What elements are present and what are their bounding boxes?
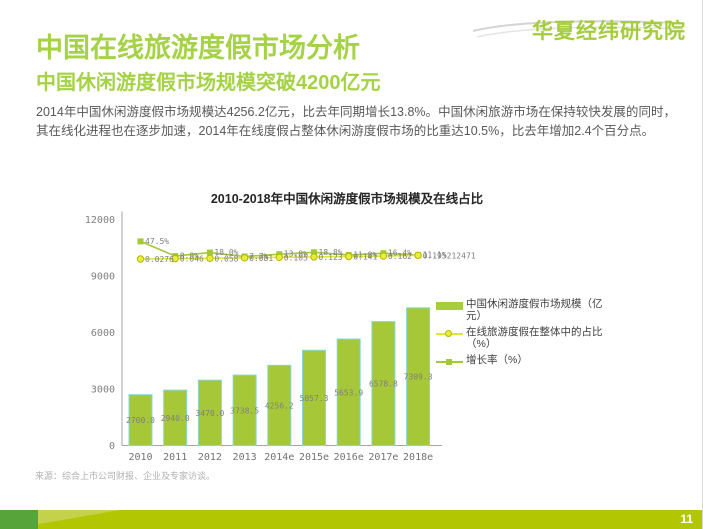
y-tick-label: 6000	[91, 328, 115, 339]
growth-value-label: 16.4%	[388, 249, 412, 258]
share-marker	[345, 252, 353, 261]
bar-value-label: 5057.3	[300, 394, 329, 403]
page-subtitle: 中国休闲游度假市场规模突破4200亿元	[36, 72, 381, 94]
x-category-label: 2012	[198, 452, 222, 463]
bar-value-label: 3470.0	[195, 409, 224, 418]
bar	[163, 389, 188, 447]
share-marker	[136, 255, 145, 263]
share-value-label: 0.105	[284, 253, 308, 262]
bar	[336, 338, 361, 446]
growth-value-label: 8.9%	[180, 252, 199, 261]
footer-bar: 11	[0, 510, 702, 529]
bar-value-label: 7309.3	[404, 373, 433, 382]
share-marker	[240, 254, 249, 262]
share-marker	[206, 254, 214, 263]
source-note: 来源：综合上市公司财报、企业及专家访谈。	[35, 471, 216, 481]
chart-title: 2010-2018年中国休闲游度假市场规模及在线占比	[210, 192, 484, 206]
share-value-label: 0.141	[353, 253, 377, 262]
bar	[232, 374, 257, 446]
bar-value-label: 3738.5	[230, 406, 259, 415]
bar-value-label: 6578.8	[369, 380, 398, 389]
legend-item-online-share: 在线旅游度假在整体中的占比（%）	[436, 326, 686, 350]
logo-text: 华夏经纬研究院	[532, 20, 686, 43]
bar-value-label: 5653.9	[334, 388, 363, 397]
company-logo: 华夏经纬研究院	[471, 13, 686, 49]
bar	[197, 379, 222, 446]
y-tick-label: 3000	[91, 385, 115, 396]
x-category-label: 2015e	[299, 452, 329, 463]
legend-line-circle-icon	[436, 327, 463, 340]
share-value-label: 0.162	[388, 252, 412, 261]
growth-value-label: 13.8%	[284, 250, 308, 259]
growth-value-label: 47.5%	[145, 237, 169, 246]
bar-value-label: 2700.0	[126, 416, 155, 425]
share-value-label: 0.0276	[145, 255, 174, 264]
footer-accent-shape	[0, 510, 38, 529]
footer-wedge-shape	[38, 510, 120, 525]
share-value-label: 0.195212471	[423, 251, 476, 260]
combo-chart: 0 3000 6000 9000 12000 2700.0 2940.0 3470.0 3738…	[85, 211, 476, 463]
chart-legend: 中国休闲游度假市场规模（亿元） 在线旅游度假在整体中的占比（%） 增长率（%）	[436, 298, 686, 368]
bar	[406, 307, 431, 446]
legend-item-market-size: 中国休闲游度假市场规模（亿元）	[436, 298, 686, 322]
growth-value-label: 18.0%	[214, 248, 238, 257]
y-tick-label: 0	[109, 441, 115, 452]
bar-value-label: 4256.2	[265, 401, 294, 410]
x-category-label: 2018e	[403, 452, 433, 463]
growth-marker	[206, 249, 213, 256]
share-marker	[275, 253, 284, 261]
legend-bar-swatch-icon	[436, 299, 463, 312]
legend-label: 中国休闲游度假市场规模（亿元）	[466, 298, 603, 322]
share-value-label: 0.081	[249, 254, 273, 263]
share-marker	[310, 253, 318, 261]
bar-value-label: 2940.0	[161, 414, 190, 423]
share-value-label: 0.123	[319, 253, 343, 262]
x-category-label: 2010	[128, 452, 152, 463]
share-marker	[414, 251, 422, 260]
growth-marker	[311, 249, 317, 256]
legend-item-growth-rate: 增长率（%）	[436, 354, 686, 368]
bar	[302, 349, 326, 446]
growth-value-label: 11.8%	[353, 250, 377, 259]
x-category-label: 2013	[233, 452, 257, 463]
growth-value-label: 7.7%	[249, 252, 268, 261]
x-category-label: 2016e	[334, 452, 364, 463]
y-tick-label: 12000	[85, 215, 115, 226]
page-title: 中国在线旅游度假市场分析	[36, 33, 360, 63]
share-value-label: 0.058	[214, 254, 238, 263]
growth-marker	[137, 238, 144, 245]
page-number: 11	[680, 512, 693, 526]
growth-value-label: 18.8%	[319, 248, 343, 257]
x-category-label: 2011	[163, 452, 187, 463]
share-marker	[379, 252, 388, 260]
share-marker	[171, 254, 179, 263]
bar	[371, 321, 396, 446]
share-value-label: 0.046	[180, 255, 204, 264]
growth-value-label: 11.1%	[423, 251, 447, 260]
y-tick-label: 9000	[91, 272, 115, 283]
legend-line-diamond-icon	[436, 355, 463, 368]
bar	[128, 394, 153, 446]
legend-label: 增长率（%）	[466, 354, 528, 366]
legend-label: 在线旅游度假在整体中的占比（%）	[466, 326, 603, 350]
bar	[267, 364, 292, 446]
x-category-label: 2014e	[264, 452, 294, 463]
x-category-label: 2017e	[368, 452, 398, 463]
logo-swoosh-icon	[472, 20, 684, 38]
summary-paragraph: 2014年中国休闲游度假市场规模达4256.2亿元，比去年同期增长13.8%。中…	[36, 105, 676, 138]
